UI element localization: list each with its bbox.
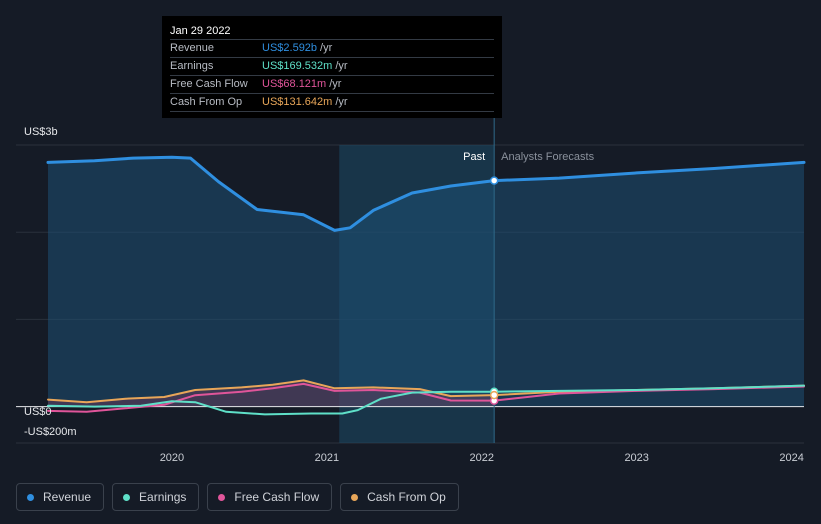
revenue-line bbox=[46, 155, 806, 232]
x-tick-label: 2023 bbox=[624, 452, 648, 464]
tooltip-label: Earnings bbox=[170, 60, 214, 72]
y-label-top: US$3b bbox=[24, 126, 58, 138]
revenue-area bbox=[48, 157, 804, 407]
x-tick-label: 2022 bbox=[470, 452, 494, 464]
legend-item-earnings[interactable]: Earnings bbox=[112, 483, 200, 511]
legend-dot-icon bbox=[218, 493, 226, 501]
earnings-line bbox=[47, 384, 805, 416]
tooltip-unit: /yr bbox=[329, 78, 342, 90]
legend: Revenue Earnings Free Cash Flow Cash Fro… bbox=[16, 483, 459, 511]
tooltip-value: US$2.592b bbox=[262, 42, 318, 54]
tooltip-label: Revenue bbox=[170, 42, 215, 54]
tooltip-unit: /yr bbox=[335, 96, 348, 108]
legend-dot-icon bbox=[123, 493, 131, 501]
past-label: Past bbox=[463, 151, 485, 163]
tooltip-label: Free Cash Flow bbox=[170, 78, 248, 90]
revenue-marker bbox=[489, 176, 499, 185]
tooltip-date: Jan 29 2022 bbox=[170, 25, 231, 37]
legend-item-revenue[interactable]: Revenue bbox=[16, 483, 105, 511]
legend-item-cash-from-op[interactable]: Cash From Op bbox=[340, 483, 459, 511]
forecast-label: Analysts Forecasts bbox=[501, 151, 594, 163]
cash-from-op-area bbox=[48, 380, 495, 407]
tooltip-value: US$68.121m bbox=[262, 78, 327, 90]
free-cash-flow-line bbox=[47, 382, 805, 413]
legend-item-free-cash-flow[interactable]: Free Cash Flow bbox=[207, 483, 333, 511]
tooltip: Jan 29 2022 Revenue US$2.592b /yr Earnin… bbox=[162, 16, 502, 118]
y-label-zero: US$0 bbox=[24, 406, 52, 418]
y-label-bottom: -US$200m bbox=[24, 426, 77, 438]
legend-label: Revenue bbox=[43, 490, 92, 504]
cash-from-op-marker bbox=[489, 390, 499, 400]
x-tick-label: 2021 bbox=[315, 452, 339, 464]
x-tick-label: 2024 bbox=[779, 452, 803, 464]
tooltip-row-earnings: Earnings US$169.532m /yr bbox=[170, 57, 494, 75]
x-tick-label: 2020 bbox=[160, 452, 184, 464]
tooltip-label: Cash From Op bbox=[170, 96, 243, 108]
tooltip-unit: /yr bbox=[320, 42, 333, 54]
tooltip-row-cash-from-op: Cash From Op US$131.642m /yr bbox=[170, 93, 494, 112]
legend-label: Earnings bbox=[139, 490, 187, 504]
tooltip-value: US$169.532m bbox=[262, 60, 333, 72]
legend-dot-icon bbox=[27, 493, 34, 501]
legend-label: Cash From Op bbox=[367, 490, 446, 504]
tooltip-row-free-cash-flow: Free Cash Flow US$68.121m /yr bbox=[170, 75, 494, 93]
tooltip-value: US$131.642m bbox=[262, 96, 333, 108]
legend-label: Free Cash Flow bbox=[234, 490, 320, 504]
tooltip-unit: /yr bbox=[335, 60, 348, 72]
tooltip-row-revenue: Revenue US$2.592b /yr bbox=[170, 39, 494, 57]
legend-dot-icon bbox=[351, 493, 359, 501]
